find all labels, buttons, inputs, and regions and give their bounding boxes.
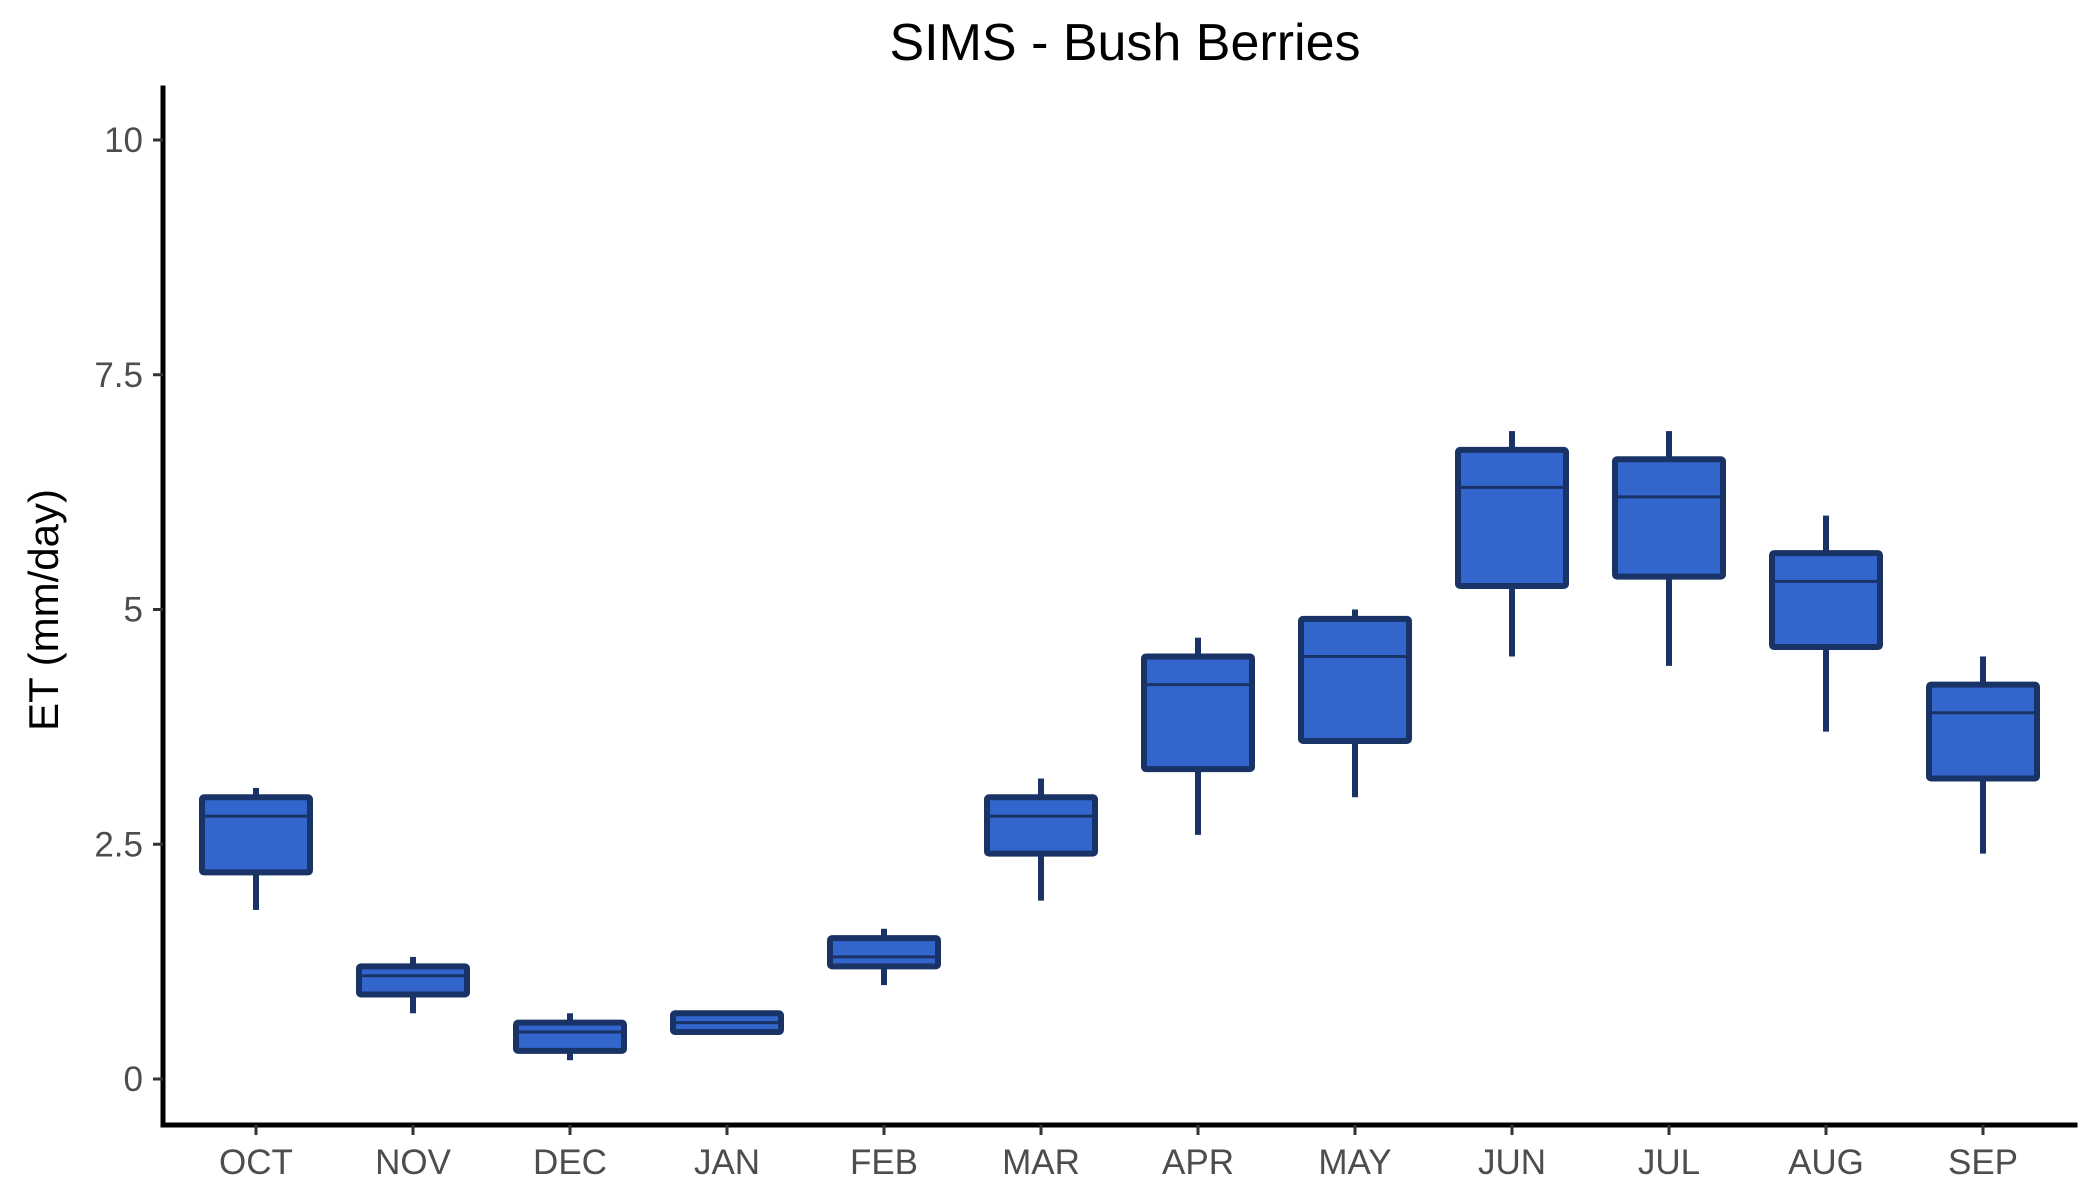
x-tick-label: JUL [1638,1143,1700,1182]
box-mar [984,778,1098,901]
y-tick-label: 7.5 [94,356,143,395]
box-iqr [1926,681,2040,782]
box-iqr [1612,456,1726,580]
box-may [1298,609,1412,798]
x-tick-label: MAY [1318,1143,1391,1182]
x-tick-label: NOV [375,1143,452,1182]
box-aug [1769,515,1883,732]
box-sep [1926,656,2040,854]
box-dec [513,1013,627,1061]
box-jan [670,1010,784,1036]
box-iqr [1141,653,1255,773]
box-iqr [984,794,1098,857]
x-tick-label: DEC [533,1143,607,1182]
box-jul [1612,431,1726,666]
x-tick-label: OCT [219,1143,293,1182]
box-iqr [199,794,313,876]
x-tick-label: SEP [1948,1143,2018,1182]
box-iqr [356,963,470,998]
box-iqr [1455,446,1569,590]
chart-title: SIMS - Bush Berries [889,14,1360,72]
box-apr [1141,637,1255,835]
y-tick-label: 5 [124,591,143,630]
box-iqr [1769,550,1883,651]
plot-area: 0 2.5 5 7.5 10 OCT NOV DEC JAN FEB MAR APR MAY JUN JUL… [94,85,2078,1182]
box-iqr [513,1019,627,1054]
box-iqr [1298,615,1412,744]
x-tick-label: APR [1162,1143,1234,1182]
x-tick-label: MAR [1002,1143,1080,1182]
y-tick-label: 10 [104,121,143,160]
x-tick-label: FEB [850,1143,918,1182]
box-oct [199,787,313,910]
y-tick-label: 2.5 [94,825,143,864]
y-tick-label: 0 [124,1060,143,1099]
box-feb [827,928,941,986]
box-jun [1455,431,1569,657]
y-axis-label: ET (mm/day) [20,489,67,731]
x-tick-label: JAN [694,1143,760,1182]
box-nov [356,956,470,1014]
x-tick-label: AUG [1788,1143,1864,1182]
x-tick-label: JUN [1478,1143,1546,1182]
box-iqr [827,935,941,970]
